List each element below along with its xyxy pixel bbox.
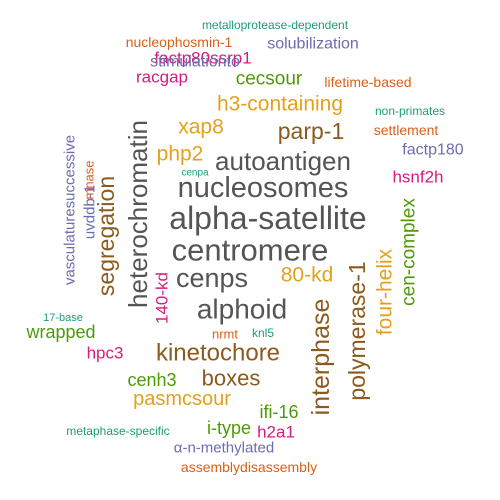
word-ifi-16: ifi-16 bbox=[259, 402, 298, 422]
word-stimulationto: stimulationto bbox=[150, 54, 240, 71]
word-parp-1: parp-1 bbox=[278, 118, 344, 144]
word-knl5: knl5 bbox=[252, 326, 274, 340]
word-wrapped: wrapped bbox=[25, 322, 95, 342]
word-centromere: centromere bbox=[172, 233, 329, 268]
word-segregation: segregation bbox=[93, 176, 119, 296]
word-alpha-satellite: alpha-satellite bbox=[169, 200, 366, 236]
word-uvddb-1: uvddb-1 bbox=[82, 185, 99, 239]
word-solubilization: solubilization bbox=[267, 36, 359, 53]
word-hpc3: hpc3 bbox=[87, 344, 124, 363]
word-cecsour: cecsour bbox=[236, 69, 303, 90]
word-boxes: boxes bbox=[202, 366, 261, 391]
word-n-methylated: α-n-methylated bbox=[174, 440, 274, 457]
word-php2: php2 bbox=[157, 143, 204, 166]
word-settlement: settlement bbox=[374, 122, 439, 138]
word-cenps: cenps bbox=[176, 263, 248, 293]
word-alphoid: alphoid bbox=[197, 294, 287, 325]
word-h3-containing: h3-containing bbox=[217, 93, 343, 116]
word-nrmt: nrmt bbox=[212, 327, 238, 342]
word-nucleosomes: nucleosomes bbox=[178, 172, 349, 204]
word-pasmcsour: pasmcsour bbox=[133, 388, 231, 410]
word-lifetime-based: lifetime-based bbox=[324, 74, 411, 90]
word-vasculaturesuccessive: vasculaturesuccessive bbox=[62, 135, 79, 285]
word-cen-complex: cen-complex bbox=[399, 198, 420, 306]
word-assemblydisassembly: assemblydisassembly bbox=[181, 459, 317, 475]
word-cenpa: cenpa bbox=[181, 168, 209, 179]
word-cenh3: cenh3 bbox=[127, 370, 176, 390]
word-heterochromatin: heterochromatin bbox=[123, 120, 153, 308]
word-h2a1: h2a1 bbox=[257, 423, 295, 442]
word-kinetochore: kinetochore bbox=[156, 340, 280, 367]
word-factp180: factp180 bbox=[402, 142, 463, 159]
word-hsnf2h: hsnf2h bbox=[392, 168, 443, 187]
word-interphase: interphase bbox=[307, 299, 335, 416]
word-140-kd: 140-kd bbox=[153, 272, 172, 324]
word-racgap: racgap bbox=[136, 68, 188, 87]
word-nucleophosmin-1: nucleophosmin-1 bbox=[126, 34, 233, 50]
word-80-kd: 80-kd bbox=[281, 264, 334, 287]
word-factp80ssrp1: factp80ssrp1 bbox=[154, 49, 251, 68]
word-mnase: mnase bbox=[82, 160, 97, 199]
word-four-helix: four-helix bbox=[374, 248, 397, 335]
word-xap8: xap8 bbox=[178, 116, 224, 139]
word-i-type: i-type bbox=[207, 418, 251, 438]
word-non-primates: non-primates bbox=[375, 104, 445, 118]
word-autoantigen: autoantigen bbox=[215, 146, 351, 176]
word-metalloprotease-dependent: metalloprotease-dependent bbox=[202, 18, 349, 32]
word-17-base: 17-base bbox=[43, 312, 83, 324]
word-metaphase-specific: metaphase-specific bbox=[66, 424, 169, 438]
word-polymerase-1: polymerase-1 bbox=[344, 261, 370, 400]
